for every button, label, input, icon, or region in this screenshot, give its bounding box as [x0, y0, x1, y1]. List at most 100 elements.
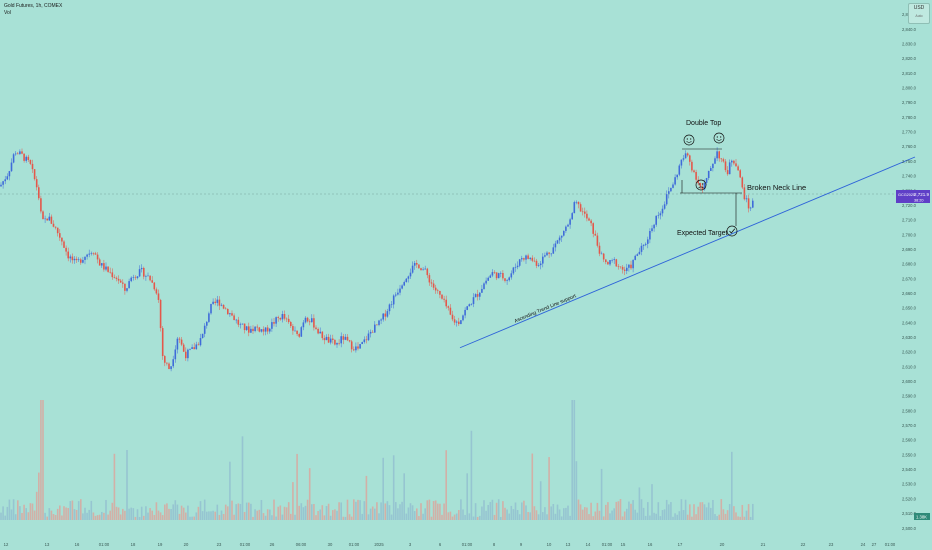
candle-body — [218, 299, 221, 306]
volume-bar — [44, 512, 46, 520]
candle-body — [224, 308, 227, 310]
volume-bar — [434, 500, 437, 520]
volume-bar — [241, 436, 244, 520]
candle-body — [0, 184, 2, 187]
candle-body — [157, 293, 160, 300]
current-price-symbol: GCG2025 — [898, 193, 915, 197]
volume-bar — [447, 512, 450, 520]
volume-bar — [747, 504, 750, 520]
volume-bar — [222, 513, 225, 520]
volume-bar — [365, 475, 368, 520]
volume-bar — [380, 502, 382, 520]
candle-body — [164, 356, 166, 363]
candle-body — [44, 218, 46, 220]
volume-bar — [25, 508, 27, 520]
volume-bar — [523, 500, 525, 520]
candle-body — [241, 323, 244, 325]
volume-bar — [124, 510, 126, 520]
candle-body — [111, 272, 114, 278]
candle-body — [500, 273, 502, 274]
volume-bar — [119, 514, 122, 520]
volume-bar — [90, 500, 93, 520]
volume-bar — [512, 509, 515, 520]
candle-body — [21, 151, 23, 154]
volume-bar — [569, 515, 571, 520]
volume-bar — [525, 505, 527, 520]
symbol-title[interactable]: Gold Futures, 1h, COMEX — [4, 3, 63, 9]
candle-body — [105, 266, 107, 270]
candle-body — [346, 336, 349, 341]
candle-body — [737, 166, 739, 171]
volume-bar — [342, 516, 345, 520]
ascending-trend-line[interactable] — [459, 156, 916, 349]
volume-bar — [355, 501, 357, 520]
candle-body — [54, 226, 57, 228]
candle-body — [61, 237, 63, 242]
volume-bar — [23, 504, 25, 520]
candle-body — [88, 253, 90, 255]
volume-bar — [382, 457, 384, 520]
volume-bar — [201, 511, 204, 520]
volume-bar — [292, 482, 294, 520]
volume-bar — [449, 511, 452, 520]
candle-body — [147, 275, 149, 277]
candle-body — [752, 200, 754, 208]
candle-body — [82, 259, 84, 263]
volume-bar — [670, 502, 672, 520]
volume-bar — [474, 503, 477, 520]
candle-body — [367, 333, 370, 341]
time-tick: 30 — [328, 542, 333, 547]
volume-bar — [659, 516, 662, 520]
smiley-icon — [713, 132, 725, 144]
candle-body — [90, 253, 93, 254]
candle-body — [647, 239, 649, 244]
volume-bar — [460, 499, 462, 520]
volume-bar — [348, 514, 351, 520]
volume-bar — [504, 507, 506, 520]
candle-body — [65, 247, 67, 252]
candle-body — [445, 299, 447, 307]
volume-bar — [50, 510, 53, 520]
price-tick: 2,790.0 — [902, 100, 917, 105]
volume-bar — [466, 473, 468, 520]
volume-bar — [296, 453, 298, 520]
volume-bar — [644, 515, 647, 520]
candle-body — [628, 264, 630, 268]
candle-body — [479, 292, 481, 297]
volume-bar — [581, 509, 584, 520]
candle-body — [504, 278, 506, 281]
volume-bar — [605, 504, 607, 520]
volume-bar — [542, 512, 544, 520]
volume-bar — [556, 504, 559, 520]
volume-bar — [668, 504, 670, 520]
candle-body — [10, 162, 13, 172]
candle-body — [168, 363, 170, 370]
volume-bar — [187, 505, 189, 520]
volume-bar — [491, 499, 494, 520]
candle-body — [390, 304, 393, 306]
candle-body — [269, 328, 271, 332]
candle-body — [573, 202, 576, 214]
volume-bar — [40, 400, 42, 520]
volume-legend[interactable]: Vol — [4, 10, 11, 16]
volume-bar — [128, 508, 130, 520]
volume-bar — [563, 508, 565, 520]
candle-body — [48, 216, 51, 221]
candle-body — [371, 331, 374, 333]
volume-bar — [48, 508, 51, 520]
currency-selector[interactable]: USD Auto — [908, 3, 930, 24]
candle-body — [728, 162, 731, 175]
time-tick: 22 — [801, 542, 806, 547]
volume-bar — [185, 512, 187, 520]
time-tick: 26 — [270, 542, 275, 547]
volume-bar — [455, 513, 458, 520]
time-axis[interactable]: 12 13 16 01:00 18 19 20 23 01:00 26 06:00 30 01:00 20… — [4, 542, 896, 547]
candle-body — [596, 235, 599, 246]
candle-body — [292, 326, 294, 331]
volume-bar — [283, 506, 286, 520]
volume-bar — [73, 509, 76, 520]
volume-bar — [621, 516, 624, 520]
candle-body — [399, 288, 401, 293]
candle-body — [353, 349, 355, 351]
